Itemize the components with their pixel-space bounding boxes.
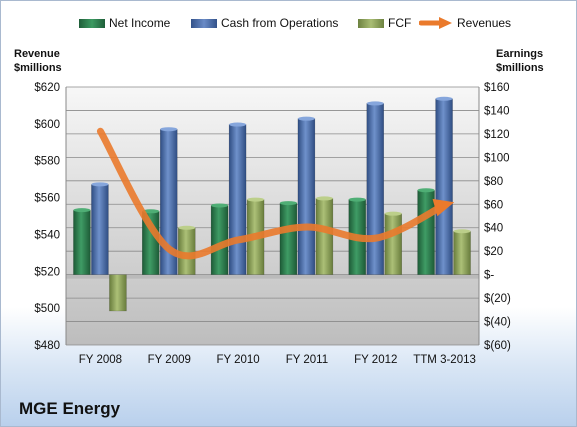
legend-swatch-cash-from-operations: [191, 18, 217, 28]
left-tick-label: $480: [34, 340, 60, 352]
x-tick-label: FY 2010: [216, 354, 259, 366]
bar-top-net-income: [348, 197, 366, 202]
bar-top-cash-from-operations: [435, 96, 453, 101]
bar-top-cash-from-operations: [160, 127, 178, 132]
legend-swatch-fcf: [358, 18, 384, 28]
right-tick-label: $20: [484, 246, 503, 258]
bar-fcf: [178, 227, 196, 275]
revenues-arrowhead: [432, 198, 455, 217]
bar-cash-from-operations: [91, 184, 109, 275]
bar-top-fcf: [247, 197, 265, 202]
bar-cash-from-operations: [228, 124, 247, 275]
x-tick-label: FY 2009: [148, 354, 191, 366]
bar-top-cash-from-operations: [366, 101, 384, 106]
right-axis-title: Earnings $millions: [496, 48, 544, 74]
bar-net-income: [279, 202, 298, 275]
left-axis-title: Revenue $millions: [14, 48, 62, 74]
bar-top-cash-from-operations: [229, 122, 247, 127]
right-tick-label: $100: [484, 152, 510, 164]
bar-net-income: [73, 209, 91, 275]
bar-cash-from-operations: [366, 103, 384, 275]
company-name: MGE Energy: [19, 399, 121, 418]
bar-top-net-income: [142, 209, 160, 214]
legend-item-net-income: Net Income: [79, 16, 170, 30]
bar-top-cash-from-operations: [91, 182, 109, 187]
bar-fcf: [384, 213, 402, 275]
bar-top-net-income: [211, 203, 229, 208]
bar-top-fcf: [453, 229, 471, 234]
right-tick-label: $80: [484, 176, 503, 188]
right-tick-label: $(20): [484, 293, 511, 305]
bar-fcf: [109, 274, 127, 312]
left-tick-label: $580: [34, 156, 60, 168]
bar-top-cash-from-operations: [297, 116, 315, 121]
bar-fcf: [315, 198, 334, 275]
legend-swatch-net-income: [79, 18, 105, 28]
bar-top-fcf: [315, 196, 333, 201]
bar-fcf: [453, 230, 471, 275]
x-tick-label: FY 2011: [286, 354, 328, 366]
legend-label-net-income: Net Income: [109, 16, 171, 30]
right-tick-label: $120: [484, 129, 510, 141]
right-tick-label: $60: [484, 199, 503, 211]
legend-label-cash-from-operations: Cash from Operations: [221, 16, 339, 30]
bar-top-fcf: [178, 225, 196, 230]
left-tick-label: $520: [34, 266, 60, 278]
x-tick-label: FY 2008: [79, 354, 122, 366]
right-tick-label: $40: [484, 223, 503, 235]
legend-item-revenues: Revenues: [419, 16, 511, 30]
bar-top-net-income: [279, 201, 297, 206]
right-tick-label: $160: [484, 82, 510, 94]
bar-top-net-income: [417, 188, 435, 193]
zero-floor: [66, 274, 479, 279]
right-tick-label: $140: [484, 105, 510, 117]
legend-label-fcf: FCF: [388, 16, 412, 30]
bar-top-net-income: [73, 208, 91, 213]
right-tick-label: $(60): [484, 340, 511, 352]
left-tick-label: $500: [34, 303, 60, 315]
left-tick-label: $600: [34, 119, 60, 131]
left-tick-label: $540: [34, 229, 60, 241]
plot-background: [66, 87, 479, 345]
chart-legend: Net Income Cash from Operations FCF Reve…: [1, 16, 576, 34]
bar-top-fcf: [384, 211, 402, 216]
legend-label-revenues: Revenues: [457, 16, 512, 30]
legend-item-cash-from-operations: Cash from Operations: [191, 16, 338, 30]
x-tick-label: TTM 3-2013: [413, 354, 476, 366]
chart-plot: $480 $500 $520 $540 $560 $580 $600 $620 $(60) $(4…: [34, 82, 511, 366]
right-tick-label: $(40): [484, 317, 511, 329]
legend-item-fcf: FCF: [358, 16, 411, 30]
legend-arrow-revenues: [419, 17, 452, 29]
bar-cash-from-operations: [297, 118, 316, 275]
right-tick-label: $-: [484, 270, 494, 282]
bar-cash-from-operations: [435, 98, 453, 275]
left-tick-label: $620: [34, 82, 60, 94]
x-tick-label: FY 2012: [354, 354, 397, 366]
left-tick-label: $560: [34, 193, 60, 205]
bar-net-income: [417, 189, 435, 275]
revenues-line: [96, 127, 449, 260]
